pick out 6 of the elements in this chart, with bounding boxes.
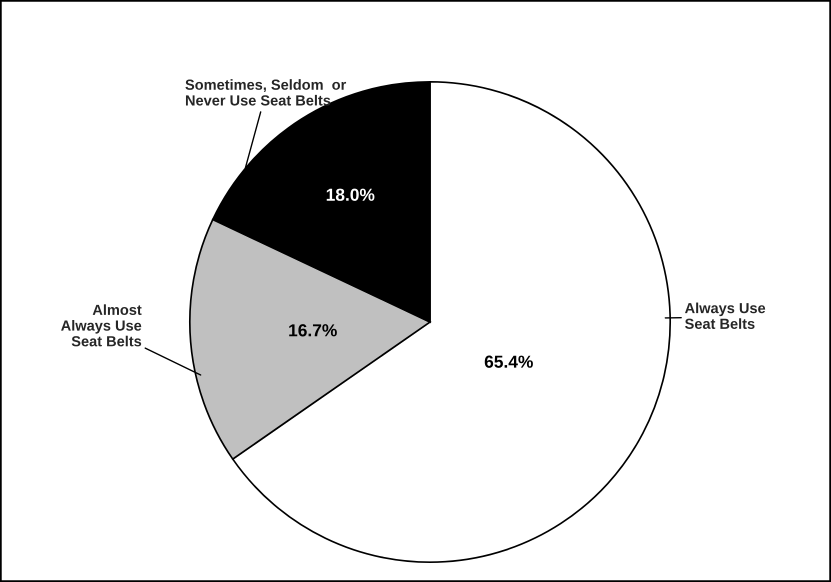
data-label: 16.7%	[289, 324, 337, 336]
slice-label: Almost Always Use Seat Belts	[61, 304, 142, 346]
data-label: 65.4%	[484, 356, 533, 368]
slice-label: Sometimes, Seldom or Never Use Seat Belts	[185, 79, 346, 106]
slice-label: Always Use Seat Belts	[684, 302, 766, 329]
data-label: 18.0%	[326, 188, 374, 201]
